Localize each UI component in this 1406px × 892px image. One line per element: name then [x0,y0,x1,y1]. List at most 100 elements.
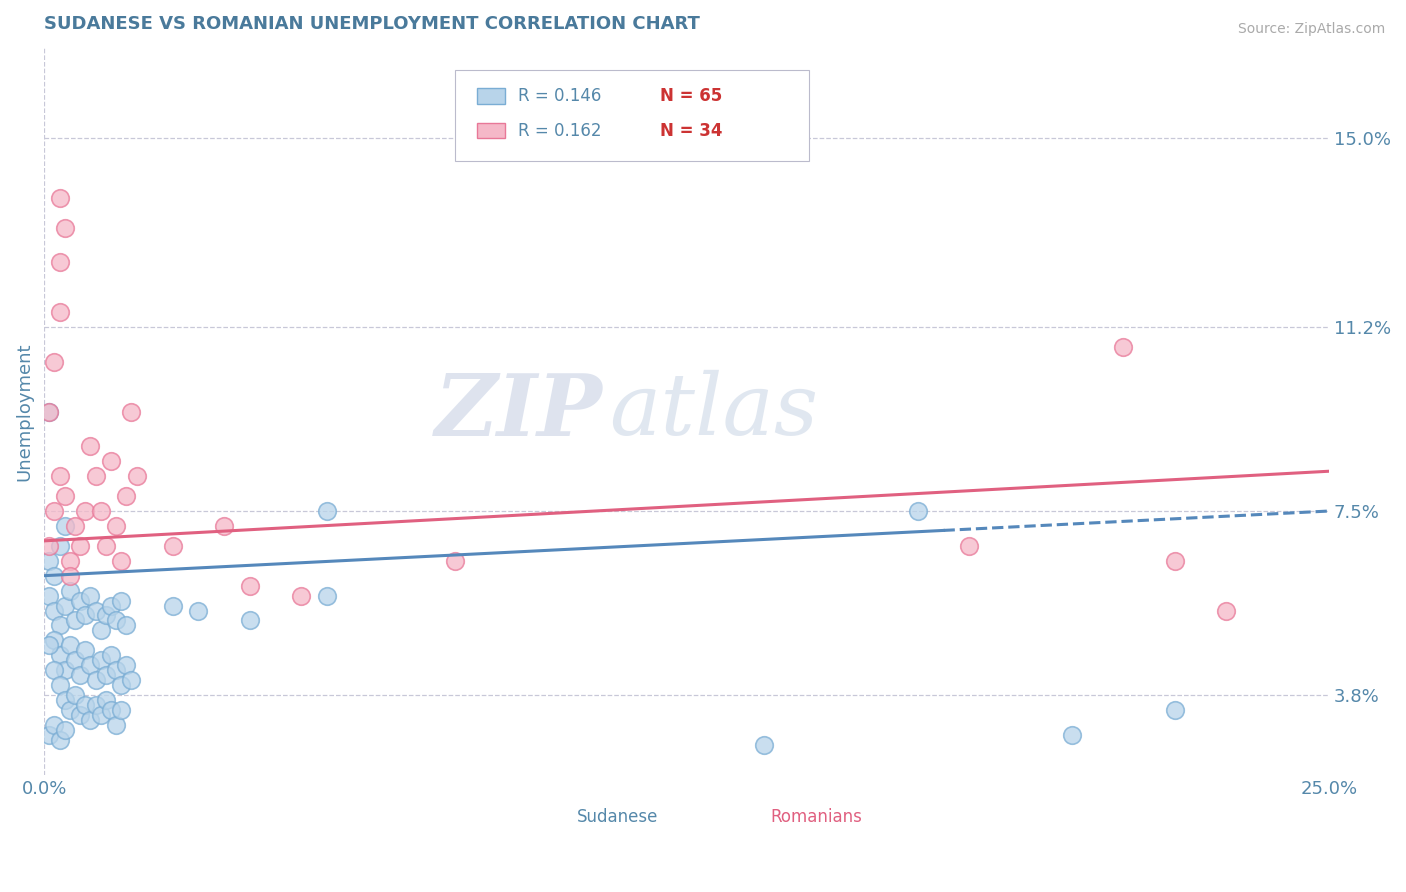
Point [44,504,66,518]
Point [63,519,86,533]
Text: R = 0.146: R = 0.146 [519,87,602,104]
Point [212,519,235,533]
Point [53,723,76,737]
Point [84,673,107,687]
Point [59,638,82,652]
Point [84,698,107,712]
Point [957,539,980,553]
Point [90,624,112,638]
Y-axis label: Unemployment: Unemployment [15,343,32,481]
Point [79,439,101,453]
Point [125,469,148,483]
Point [105,519,128,533]
Point [38,539,60,553]
Point [752,738,775,752]
Point [59,583,82,598]
Text: N = 34: N = 34 [659,121,723,139]
Text: SUDANESE VS ROMANIAN UNEMPLOYMENT CORRELATION CHART: SUDANESE VS ROMANIAN UNEMPLOYMENT CORREL… [44,15,700,33]
Point [110,554,132,568]
Point [105,614,128,628]
Point [105,663,128,677]
Text: R = 0.162: R = 0.162 [519,121,602,139]
Point [48,678,70,692]
Point [110,593,132,607]
Point [44,718,66,732]
Point [100,648,122,663]
Point [48,648,70,663]
Point [110,703,132,717]
Point [100,454,122,468]
Point [59,703,82,717]
Point [84,469,107,483]
Point [44,355,66,369]
Point [115,658,138,673]
Point [53,489,76,503]
Point [1215,603,1237,617]
FancyBboxPatch shape [538,809,567,825]
Point [38,589,60,603]
Point [44,568,66,582]
Text: N = 65: N = 65 [659,87,721,104]
FancyBboxPatch shape [477,87,505,103]
Point [94,608,117,623]
Text: ZIP: ZIP [436,370,603,453]
Point [48,469,70,483]
Point [162,599,184,613]
Point [187,603,209,617]
Text: Source: ZipAtlas.com: Source: ZipAtlas.com [1237,22,1385,37]
Point [53,220,76,235]
Point [53,519,76,533]
Point [38,638,60,652]
Point [121,673,143,687]
FancyBboxPatch shape [477,122,505,138]
Point [115,618,138,632]
Point [162,539,184,553]
Point [44,603,66,617]
Point [38,728,60,742]
Point [1112,340,1135,354]
Point [290,589,312,603]
Point [44,663,66,677]
Point [90,504,112,518]
Point [79,713,101,727]
Point [100,703,122,717]
Point [79,589,101,603]
Point [75,698,97,712]
Point [90,708,112,723]
Point [63,688,86,702]
Point [84,603,107,617]
Point [48,191,70,205]
FancyBboxPatch shape [456,70,808,161]
Point [94,539,117,553]
Point [69,593,91,607]
Point [63,653,86,667]
Point [110,678,132,692]
Point [69,539,91,553]
Point [48,618,70,632]
Point [115,489,138,503]
Point [94,668,117,682]
Point [48,305,70,319]
Point [48,255,70,269]
Text: atlas: atlas [609,370,818,453]
Point [121,404,143,418]
Point [48,732,70,747]
Point [69,708,91,723]
Point [239,614,262,628]
Point [100,599,122,613]
Point [75,643,97,657]
Point [79,658,101,673]
FancyBboxPatch shape [731,809,759,825]
Point [1164,703,1187,717]
Point [105,718,128,732]
Text: Sudanese: Sudanese [578,808,659,826]
Point [53,693,76,707]
Point [63,614,86,628]
Point [38,554,60,568]
Point [444,554,467,568]
Point [90,653,112,667]
Point [75,504,97,518]
Point [38,404,60,418]
Point [94,693,117,707]
Point [59,554,82,568]
